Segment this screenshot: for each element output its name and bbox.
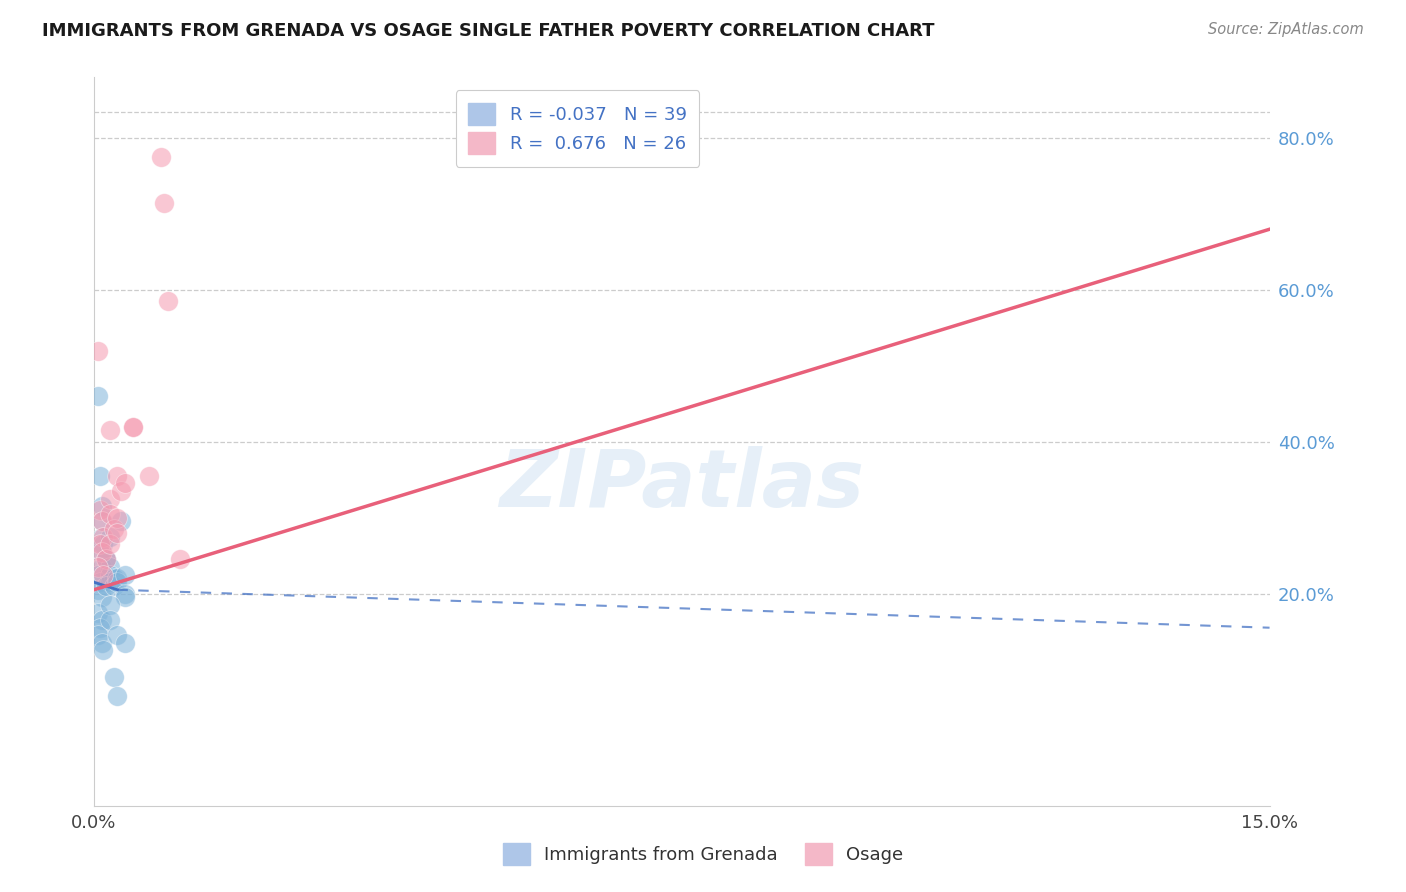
Point (90, 545, 112, 559)
Text: IMMIGRANTS FROM GRENADA VS OSAGE SINGLE FATHER POVERTY CORRELATION CHART: IMMIGRANTS FROM GRENADA VS OSAGE SINGLE … (42, 22, 935, 40)
Point (107, 571, 129, 585)
Point (89, 621, 111, 635)
Legend: R = -0.037   N = 39, R =  0.676   N = 26: R = -0.037 N = 39, R = 0.676 N = 26 (456, 90, 699, 167)
Point (110, 484, 132, 499)
Point (114, 586, 136, 600)
Point (87, 582, 110, 597)
Point (87, 389, 110, 403)
Point (90, 530, 112, 544)
Point (94, 552, 117, 566)
Point (103, 579, 125, 593)
Point (122, 419, 145, 434)
Point (169, 552, 191, 566)
Point (114, 636, 136, 650)
Point (107, 575, 129, 590)
Point (153, 195, 176, 210)
Point (98, 560, 121, 574)
Point (157, 294, 180, 309)
Point (89, 503, 111, 517)
Point (114, 476, 136, 491)
Point (114, 567, 136, 582)
Point (90, 591, 112, 605)
Point (107, 469, 129, 483)
Legend: Immigrants from Grenada, Osage: Immigrants from Grenada, Osage (494, 834, 912, 874)
Point (122, 419, 145, 434)
Point (91, 567, 114, 582)
Point (94, 552, 117, 566)
Point (89, 545, 111, 559)
Point (89, 537, 111, 551)
Point (89, 469, 111, 483)
Text: ZIPatlas: ZIPatlas (499, 447, 865, 524)
Point (87, 606, 110, 620)
Point (87, 343, 110, 358)
Point (98, 613, 121, 627)
Point (90, 500, 112, 514)
Point (87, 560, 110, 574)
Point (91, 530, 114, 544)
Point (90, 560, 112, 574)
Point (110, 515, 132, 529)
Point (89, 575, 111, 590)
Point (94, 579, 117, 593)
Point (107, 525, 129, 540)
Point (107, 628, 129, 642)
Point (98, 567, 121, 582)
Point (98, 537, 121, 551)
Point (90, 636, 112, 650)
Point (91, 537, 114, 551)
Point (114, 591, 136, 605)
Point (90, 515, 112, 529)
Point (90, 515, 112, 529)
Text: Source: ZipAtlas.com: Source: ZipAtlas.com (1208, 22, 1364, 37)
Point (98, 575, 121, 590)
Point (87, 628, 110, 642)
Point (107, 689, 129, 703)
Point (90, 613, 112, 627)
Point (94, 552, 117, 566)
Point (98, 530, 121, 544)
Point (107, 510, 129, 524)
Point (149, 150, 172, 164)
Point (103, 571, 125, 585)
Point (87, 567, 110, 582)
Point (103, 522, 125, 536)
Point (138, 469, 160, 483)
Point (103, 670, 125, 684)
Point (91, 643, 114, 657)
Point (98, 598, 121, 612)
Point (98, 423, 121, 437)
Point (98, 507, 121, 521)
Point (98, 491, 121, 506)
